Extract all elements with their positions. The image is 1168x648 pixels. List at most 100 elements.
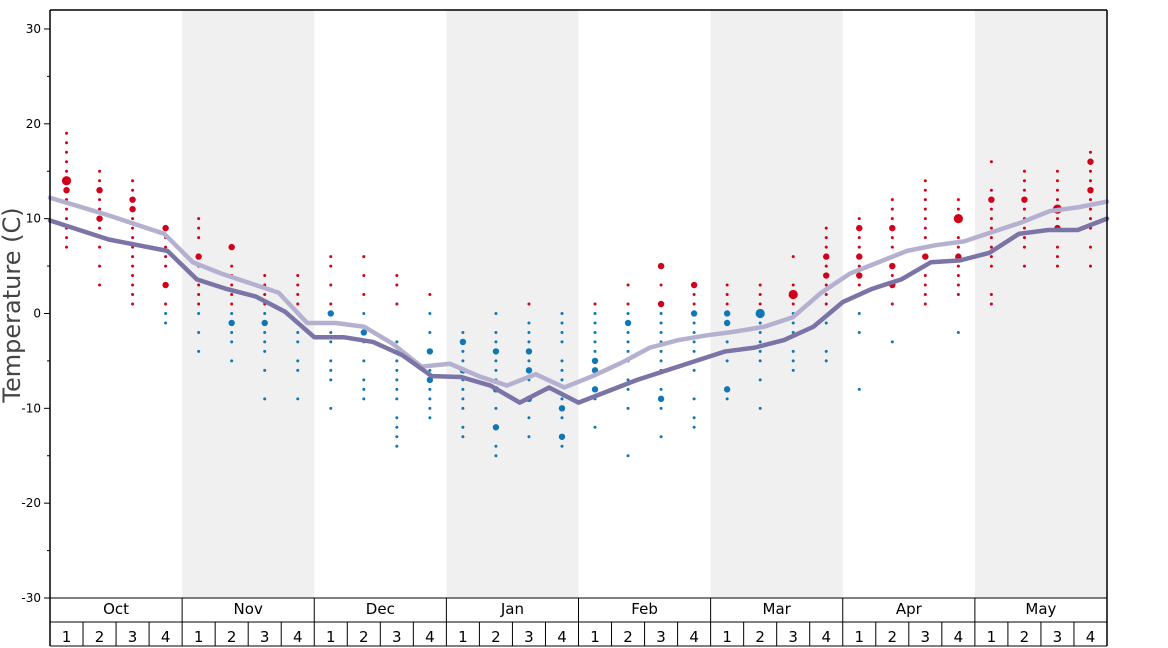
temperature-dot	[1055, 245, 1059, 249]
temperature-dot	[890, 245, 894, 249]
temperature-dot	[823, 272, 830, 279]
temperature-dot	[956, 293, 960, 297]
week-label: 4	[293, 628, 303, 646]
temperature-dot	[428, 416, 432, 420]
week-label: 2	[227, 628, 237, 646]
temperature-dot	[131, 264, 135, 268]
y-tick-label: 10	[26, 212, 41, 226]
temperature-dot	[492, 424, 500, 431]
temperature-dot	[494, 444, 498, 448]
temperature-dot	[758, 340, 762, 344]
month-label-apr: Apr	[896, 600, 923, 618]
temperature-dot	[824, 359, 828, 363]
temperature-dot	[989, 207, 993, 211]
temperature-dot	[459, 338, 467, 346]
month-shade-mar	[710, 10, 843, 598]
month-label-dec: Dec	[366, 600, 395, 618]
temperature-dot	[1022, 264, 1026, 268]
temperature-dot	[758, 321, 762, 325]
temperature-dot	[197, 330, 201, 334]
temperature-dot	[725, 359, 729, 363]
temperature-dot	[1055, 255, 1059, 259]
temperature-dot	[96, 215, 103, 222]
temperature-dot	[1087, 186, 1094, 194]
temperature-dot	[296, 283, 300, 287]
month-shading	[182, 10, 1107, 598]
month-shade-may	[974, 10, 1107, 598]
temperature-dot	[63, 186, 70, 194]
week-label: 3	[128, 628, 138, 646]
temperature-dot	[857, 330, 861, 334]
temperature-dot	[329, 330, 333, 334]
temperature-dot	[659, 359, 663, 363]
temperature-dot	[98, 226, 102, 230]
temperature-dot	[560, 416, 564, 420]
temperature-dot	[65, 141, 69, 145]
temperature-dot	[560, 378, 564, 382]
temperature-dot	[923, 226, 927, 230]
week-label: 1	[590, 628, 600, 646]
temperature-dot	[989, 264, 993, 268]
temperature-dot	[131, 179, 135, 183]
temperature-dot	[659, 387, 663, 391]
week-label: 1	[458, 628, 468, 646]
y-tick-label: 0	[33, 306, 41, 320]
temperature-dot	[98, 198, 102, 202]
temperature-dot	[362, 274, 366, 278]
temperature-dot	[889, 262, 896, 270]
temperature-dot	[956, 274, 960, 278]
temperature-dot	[823, 253, 830, 260]
temperature-dot	[230, 293, 234, 297]
week-label: 2	[95, 628, 105, 646]
temperature-dot	[890, 207, 894, 211]
temperature-dot	[758, 378, 762, 382]
temperature-dot	[624, 319, 632, 327]
y-axis-label: Temperature (C)	[0, 207, 26, 403]
temperature-dot	[560, 311, 564, 315]
month-shade-nov	[182, 10, 315, 598]
temperature-dot	[857, 245, 861, 249]
temperature-dot	[723, 319, 731, 327]
temperature-dot	[230, 264, 234, 268]
x-axis: Oct Nov Dec Jan Feb Mar Apr May 1 2 3 4 1 2 3 4 1 2 3 4 1 2 3 4…	[50, 598, 1107, 647]
temperature-dot	[1055, 198, 1059, 202]
y-tick-label: -20	[21, 496, 41, 510]
week-label: 4	[1086, 628, 1096, 646]
temperature-dot	[923, 293, 927, 297]
temperature-dot	[329, 302, 333, 306]
temperature-dot	[61, 176, 72, 186]
temperature-dot	[65, 217, 69, 221]
temperature-dot	[758, 359, 762, 363]
temperature-dot	[857, 311, 861, 315]
temperature-dot	[758, 406, 762, 410]
temperature-dot	[890, 198, 894, 202]
temperature-dot	[197, 283, 201, 287]
temperature-dot	[989, 160, 993, 164]
temperature-dot	[395, 397, 399, 401]
temperature-dot	[692, 416, 696, 420]
temperature-dot	[758, 283, 762, 287]
temperature-dot	[857, 283, 861, 287]
temperature-dot	[659, 435, 663, 439]
temperature-dot	[560, 340, 564, 344]
temperature-dot	[395, 435, 399, 439]
y-tick-label: 30	[26, 22, 41, 36]
temperature-dot	[692, 330, 696, 334]
temperature-dot	[428, 311, 432, 315]
temperature-dot	[164, 321, 168, 325]
temperature-dot	[988, 196, 995, 203]
temperature-dot	[494, 340, 498, 344]
temperature-dot	[758, 302, 762, 306]
week-label: 3	[788, 628, 798, 646]
temperature-dot	[1022, 207, 1026, 211]
temperature-dot	[626, 454, 630, 458]
temperature-dot	[560, 368, 564, 372]
temperature-dot	[360, 329, 367, 336]
week-label: 4	[821, 628, 831, 646]
temperature-dot	[129, 205, 136, 213]
temperature-dot	[197, 302, 201, 306]
temperature-dot	[725, 283, 729, 287]
temperature-dot	[527, 302, 531, 306]
temperature-dot	[197, 293, 201, 297]
temperature-dot	[197, 311, 201, 315]
